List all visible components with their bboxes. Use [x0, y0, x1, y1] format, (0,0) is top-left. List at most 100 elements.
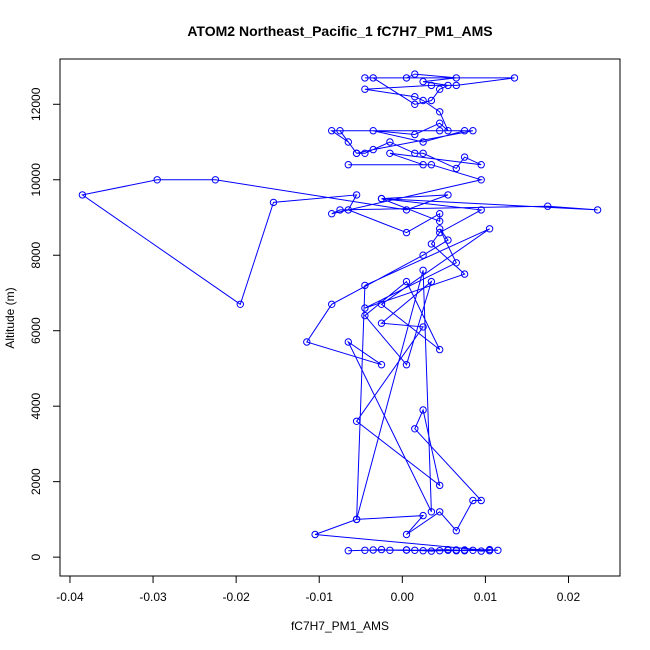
- data-point: [452, 259, 460, 267]
- x-tick-label: 0.02: [557, 590, 581, 604]
- data-point: [411, 93, 419, 101]
- data-point: [460, 270, 469, 278]
- data-point: [460, 547, 469, 555]
- data-point: [436, 108, 444, 116]
- data-point: [402, 361, 411, 369]
- data-point: [452, 164, 460, 173]
- x-tick-label: -0.04: [56, 590, 84, 604]
- data-point: [436, 85, 444, 93]
- data-point: [419, 161, 427, 169]
- data-point: [369, 127, 377, 135]
- data-point: [369, 145, 377, 154]
- data-point: [377, 361, 386, 369]
- plot-frame: [59, 58, 621, 577]
- data-point: [402, 206, 411, 214]
- data-point: [427, 547, 436, 555]
- data-point: [510, 74, 519, 82]
- data-point: [477, 161, 485, 169]
- data-point: [436, 547, 444, 555]
- data-point: [419, 138, 427, 146]
- data-point: [436, 119, 444, 127]
- data-point: [427, 277, 436, 286]
- y-tick-label: 12000: [29, 87, 43, 121]
- data-point: [344, 338, 352, 346]
- data-point: [377, 319, 386, 327]
- data-point: [436, 127, 444, 135]
- series-points: [78, 70, 602, 555]
- data-point: [361, 149, 369, 158]
- data-point: [153, 176, 161, 184]
- data-point: [411, 425, 419, 433]
- data-point: [411, 546, 419, 554]
- x-axis-label: fC7H7_PM1_AMS: [291, 619, 389, 633]
- data-point: [402, 546, 411, 554]
- data-point: [477, 547, 485, 555]
- data-point: [452, 74, 460, 82]
- data-point: [469, 546, 477, 554]
- data-point: [344, 138, 352, 146]
- data-point: [402, 277, 411, 286]
- data-point: [344, 206, 352, 214]
- data-point: [444, 191, 452, 199]
- data-point: [352, 191, 361, 199]
- data-point: [460, 153, 469, 161]
- data-point: [361, 74, 369, 82]
- data-point: [452, 527, 460, 535]
- data-point: [402, 74, 411, 82]
- chart-title: ATOM2 Northeast_Pacific_1 fC7H7_PM1_AMS: [187, 23, 492, 39]
- data-point: [361, 311, 369, 320]
- y-tick-label: 6000: [29, 317, 43, 344]
- data-point: [427, 96, 436, 105]
- data-point: [386, 546, 394, 554]
- data-point: [469, 127, 477, 135]
- data-point: [419, 266, 427, 274]
- data-point: [377, 545, 386, 554]
- data-point: [411, 100, 419, 109]
- data-point: [444, 127, 452, 135]
- data-point: [427, 81, 436, 90]
- data-point: [236, 300, 245, 308]
- data-point: [269, 198, 278, 207]
- data-point: [444, 546, 452, 554]
- data-point: [477, 176, 485, 184]
- y-tick-label: 2000: [29, 468, 43, 495]
- data-point: [460, 127, 469, 135]
- data-point: [427, 508, 436, 516]
- data-point: [544, 202, 552, 210]
- data-point: [386, 149, 394, 158]
- data-point: [444, 236, 452, 244]
- data-point: [593, 206, 602, 214]
- data-point: [436, 345, 444, 354]
- data-point: [452, 81, 460, 90]
- data-point: [361, 281, 369, 290]
- data-point: [344, 547, 352, 555]
- data-point: [419, 251, 427, 259]
- data-point: [411, 130, 419, 139]
- series-line: [81, 73, 598, 552]
- data-point: [328, 210, 336, 218]
- data-point: [336, 206, 344, 214]
- data-point: [352, 515, 361, 524]
- data-point: [444, 81, 452, 90]
- data-point: [427, 240, 436, 248]
- data-point: [436, 228, 444, 237]
- data-point: [369, 546, 377, 554]
- x-tick-label: 0.00: [391, 590, 415, 604]
- data-point: [361, 85, 369, 93]
- x-tick-label: -0.03: [139, 590, 167, 604]
- data-point: [477, 206, 485, 214]
- series-lines: [81, 73, 598, 552]
- data-point: [328, 300, 336, 308]
- data-point: [436, 225, 444, 233]
- data-point: [485, 225, 494, 233]
- y-tick-label: 0: [29, 553, 43, 560]
- data-point: [328, 127, 336, 135]
- data-point: [452, 546, 460, 554]
- data-point: [369, 74, 377, 82]
- y-tick-label: 4000: [29, 393, 43, 420]
- data-point: [427, 161, 436, 169]
- data-point: [419, 323, 427, 331]
- data-point: [344, 161, 352, 169]
